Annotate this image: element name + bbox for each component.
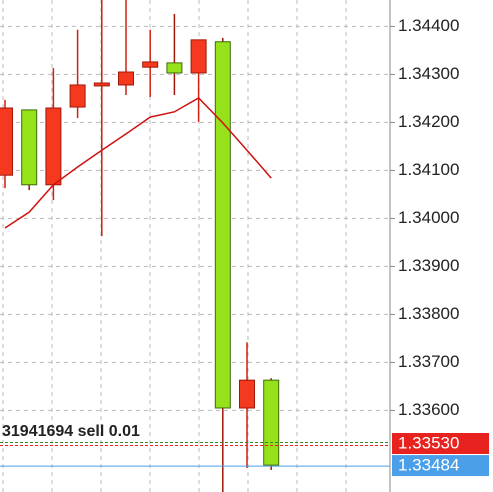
y-tick-label: 1.33900 — [398, 256, 459, 275]
y-tick-label: 1.34100 — [398, 160, 459, 179]
y-tick-label: 1.34300 — [398, 64, 459, 83]
price-label: 1.33484 — [398, 456, 459, 475]
y-tick-label: 1.34000 — [398, 208, 459, 227]
candle-body — [93, 82, 110, 87]
candle-body — [142, 61, 159, 68]
moving-average — [4, 96, 272, 229]
y-tick-label: 1.33800 — [398, 304, 459, 323]
candle-body — [0, 107, 13, 176]
candle-body — [118, 71, 134, 86]
candle-body — [239, 379, 255, 409]
y-tick-label: 1.33600 — [398, 400, 459, 419]
candle-body — [45, 107, 62, 186]
price-label: 1.33530 — [398, 433, 459, 452]
y-tick-label: 1.34200 — [398, 112, 459, 131]
price-label-box — [392, 433, 489, 454]
candle-body — [263, 379, 280, 466]
candle-body — [214, 41, 231, 409]
price-label-box — [392, 455, 489, 477]
candle-body — [69, 84, 86, 108]
candle-body — [21, 109, 38, 186]
y-tick-label: 1.33700 — [398, 352, 459, 371]
candle-body — [166, 62, 183, 74]
y-tick-label: 1.34400 — [398, 16, 459, 35]
order-label: 31941694 sell 0.01 — [2, 423, 140, 440]
candle-body — [190, 39, 207, 74]
